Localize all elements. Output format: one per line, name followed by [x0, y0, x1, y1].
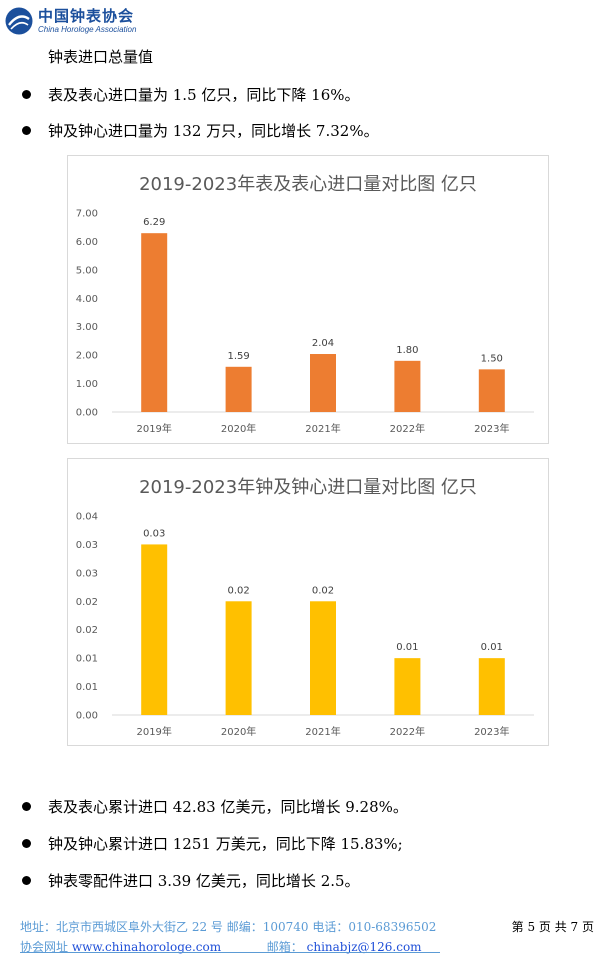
- logo-english-name: China Horologe Association: [38, 24, 137, 34]
- bar: [478, 658, 505, 715]
- x-tick-label: 2021年: [305, 725, 340, 738]
- bullet-dot-icon: [22, 126, 31, 135]
- bar-data-label: 0.02: [227, 585, 249, 596]
- watch-import-chart-svg: 2019-2023年表及表心进口量对比图 亿只 0.00 1.00 2.00 3.00…: [76, 174, 534, 435]
- y-tick-label: 5.00: [76, 265, 98, 276]
- bar-data-label: 1.80: [396, 345, 418, 356]
- bar: [141, 544, 168, 715]
- x-tick-label: 2020年: [221, 725, 256, 738]
- bar-data-label: 6.29: [143, 217, 165, 228]
- x-tick-label: 2023年: [474, 422, 509, 435]
- bar-data-label: 0.01: [481, 642, 503, 653]
- y-tick-label: 0.02: [76, 625, 98, 636]
- bar-data-label: 0.01: [396, 642, 418, 653]
- y-tick-label: 0.03: [76, 568, 98, 579]
- y-tick-label: 0.02: [76, 597, 98, 608]
- bullet-text: 钟及钟心累计进口 1251 万美元，同比下降 15.83%;: [48, 835, 403, 853]
- y-tick-label: 0.03: [76, 540, 98, 551]
- y-tick-label: 0.00: [76, 408, 98, 419]
- y-tick-label: 0.04: [76, 512, 98, 523]
- logo-chinese-name: 中国钟表协会: [38, 6, 135, 25]
- bar: [394, 360, 421, 412]
- bullet-dot-icon: [22, 876, 31, 885]
- y-tick-label: 1.00: [76, 379, 98, 390]
- footer-links: 协会网址 www.chinahorologe.com 邮箱： chinabjz@…: [20, 938, 422, 955]
- x-tick-label: 2023年: [474, 725, 509, 738]
- bullet-text: 钟及钟心进口量为 132 万只，同比增长 7.32%。: [48, 122, 379, 140]
- bullet-text: 表及表心进口量为 1.5 亿只，同比下降 16%。: [48, 86, 360, 104]
- bullet-dot-icon: [22, 839, 31, 848]
- x-tick-label: 2019年: [136, 422, 171, 435]
- bar: [225, 366, 252, 412]
- bullet-dot-icon: [22, 802, 31, 811]
- footer-divider: [20, 952, 440, 953]
- bullet-dot-icon: [22, 90, 31, 99]
- clock-import-chart-svg: 2019-2023年钟及钟心进口量对比图 亿只 0.00 0.01 0.01 0.02…: [76, 477, 534, 738]
- x-tick-label: 2020年: [221, 422, 256, 435]
- chart-title: 2019-2023年钟及钟心进口量对比图 亿只: [139, 477, 477, 498]
- bar: [141, 233, 168, 412]
- x-tick-label: 2021年: [305, 422, 340, 435]
- y-tick-label: 0.00: [76, 711, 98, 722]
- y-tick-label: 0.01: [76, 654, 98, 665]
- x-tick-label: 2019年: [136, 725, 171, 738]
- section-title: 钟表进口总量值: [48, 48, 154, 66]
- chart-title: 2019-2023年表及表心进口量对比图 亿只: [139, 174, 477, 195]
- bar-data-label: 1.50: [481, 353, 503, 364]
- bullet-item: 表及表心进口量为 1.5 亿只，同比下降 16%。: [22, 84, 360, 105]
- x-tick-label: 2022年: [390, 422, 425, 435]
- email-label: 邮箱：: [266, 940, 303, 954]
- website-label: 协会网址: [20, 940, 69, 954]
- globe-swirl-icon: [5, 7, 33, 35]
- bar-data-label: 0.02: [312, 585, 334, 596]
- bullet-item: 钟表零配件进口 3.39 亿美元，同比增长 2.5。: [22, 870, 360, 891]
- bullet-text: 表及表心累计进口 42.83 亿美元，同比增长 9.28%。: [48, 798, 408, 816]
- bar: [310, 354, 336, 412]
- footer-address: 地址：北京市西城区阜外大街乙 22 号 邮编：100740 电话：010-683…: [20, 920, 437, 934]
- bullet-item: 表及表心累计进口 42.83 亿美元，同比增长 9.28%。: [22, 796, 408, 817]
- y-tick-label: 3.00: [76, 322, 98, 333]
- association-logo: 中国钟表协会 China Horologe Association: [4, 4, 136, 38]
- email-link[interactable]: chinabjz@126.com: [306, 940, 422, 954]
- website-link[interactable]: www.chinahorologe.com: [71, 940, 222, 954]
- y-tick-label: 6.00: [76, 237, 98, 248]
- bar: [478, 369, 505, 412]
- bar: [394, 658, 421, 715]
- watch-import-chart: 2019-2023年表及表心进口量对比图 亿只 0.00 1.00 2.00 3.00…: [67, 155, 549, 444]
- page-number: 第 5 页 共 7 页: [511, 920, 594, 934]
- x-tick-label: 2022年: [390, 725, 425, 738]
- bar-data-label: 2.04: [312, 338, 334, 349]
- bullet-item: 钟及钟心进口量为 132 万只，同比增长 7.32%。: [22, 120, 379, 141]
- y-tick-label: 2.00: [76, 351, 98, 362]
- bar-data-label: 0.03: [143, 528, 165, 539]
- clock-import-chart: 2019-2023年钟及钟心进口量对比图 亿只 0.00 0.01 0.01 0.02…: [67, 458, 549, 746]
- y-tick-label: 7.00: [76, 209, 98, 220]
- bar: [225, 601, 252, 715]
- y-tick-label: 0.01: [76, 682, 98, 693]
- bar-data-label: 1.59: [227, 351, 249, 362]
- y-tick-label: 4.00: [76, 294, 98, 305]
- bullet-text: 钟表零配件进口 3.39 亿美元，同比增长 2.5。: [48, 872, 360, 890]
- bullet-item: 钟及钟心累计进口 1251 万美元，同比下降 15.83%;: [22, 833, 403, 854]
- bar: [310, 601, 336, 715]
